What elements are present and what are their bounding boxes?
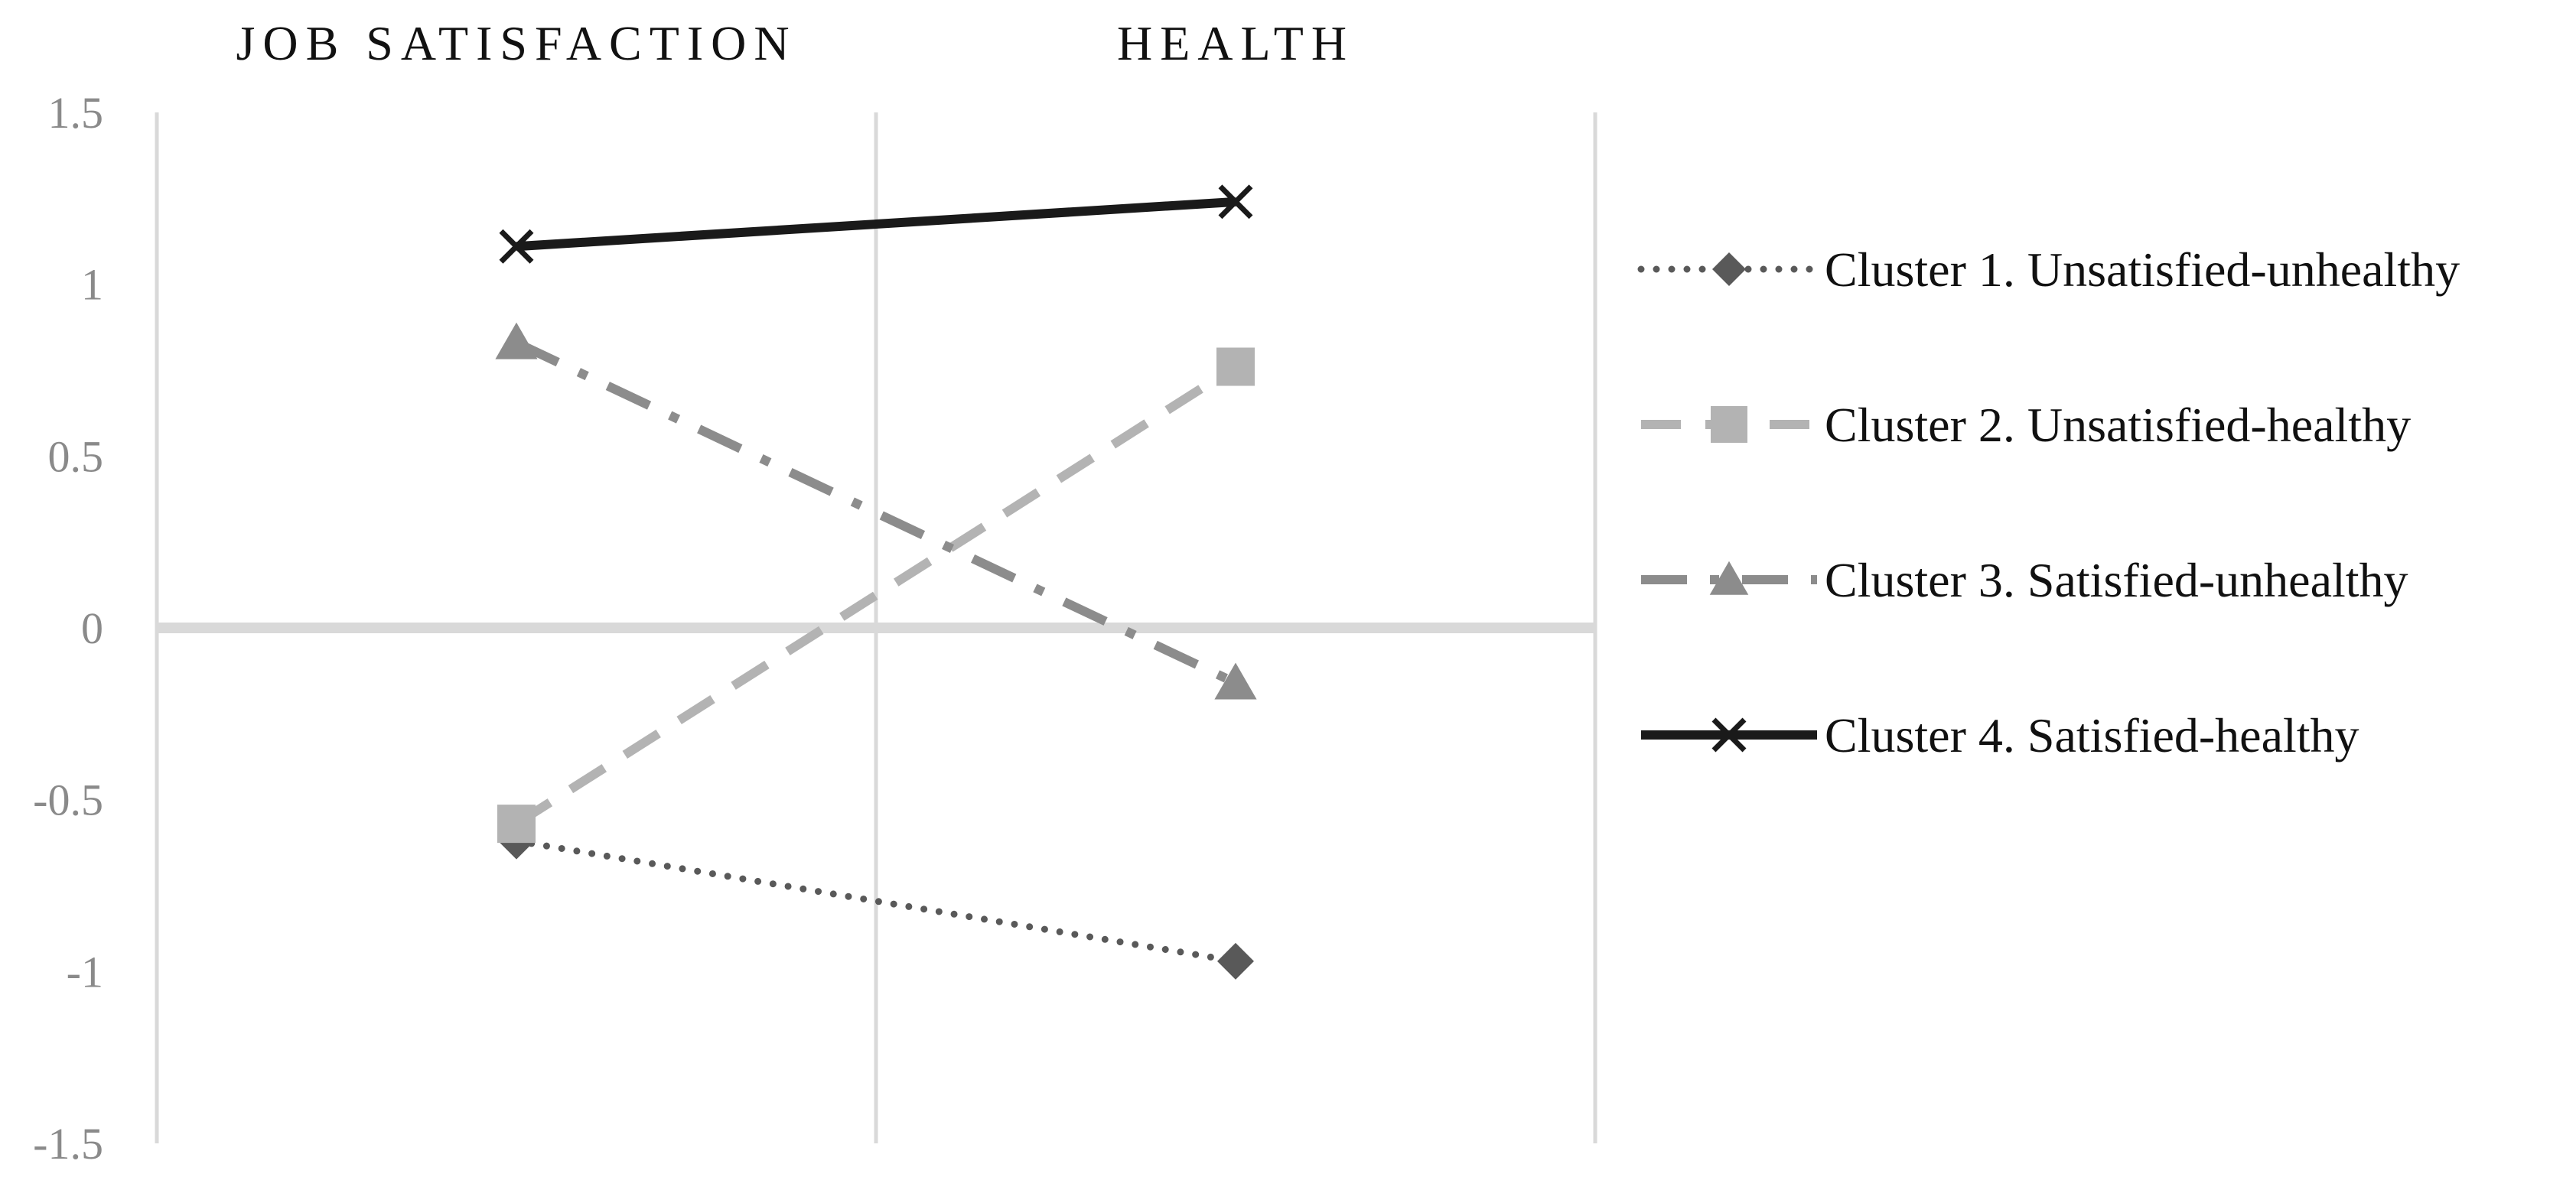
category-label: JOB SATISFACTION: [236, 16, 796, 70]
legend-label: Cluster 1. Unsatisfied-unhealthy: [1825, 242, 2460, 297]
legend-item: Cluster 4. Satisfied-healthy: [1641, 708, 2359, 762]
series-2: [497, 347, 1255, 844]
data-point-x-cross-icon: [499, 229, 534, 264]
data-point-triangle-icon: [495, 322, 538, 359]
diamond-icon: [1712, 252, 1746, 286]
chart-gridlines: [155, 112, 1597, 1143]
data-point-triangle-icon: [1214, 662, 1257, 700]
legend-item: Cluster 1. Unsatisfied-unhealthy: [1637, 242, 2460, 297]
y-tick-label: -0.5: [33, 775, 103, 825]
y-tick-label: 1.5: [48, 88, 104, 138]
category-label: HEALTH: [1117, 16, 1354, 70]
y-tick-label: 1: [81, 260, 103, 310]
legend-label: Cluster 2. Unsatisfied-healthy: [1825, 398, 2411, 452]
y-tick-label: 0: [81, 603, 103, 653]
legend-label: Cluster 3. Satisfied-unhealthy: [1825, 553, 2408, 607]
series-line: [514, 338, 1238, 688]
series-line: [516, 197, 1236, 252]
y-tick-label: -1: [67, 947, 103, 997]
chart-series: [495, 184, 1257, 980]
series-4: [499, 184, 1253, 264]
chart-legend: Cluster 1. Unsatisfied-unhealthy Cluster …: [1637, 242, 2460, 762]
y-axis-tick-labels: 1.5 1 0.5 0 -0.5 -1 -1.5: [33, 88, 103, 1169]
square-icon: [1711, 406, 1747, 443]
series-line: [513, 363, 1239, 828]
legend-item: Cluster 2. Unsatisfied-healthy: [1641, 398, 2411, 452]
series-line: [513, 837, 1239, 965]
data-point-square-icon: [497, 805, 536, 844]
category-labels: JOB SATISFACTION HEALTH: [236, 16, 1354, 70]
data-point-square-icon: [1216, 347, 1255, 386]
y-tick-label: 0.5: [48, 431, 104, 481]
legend-item: Cluster 3. Satisfied-unhealthy: [1641, 553, 2408, 607]
triangle-icon: [1709, 561, 1749, 595]
legend-label: Cluster 4. Satisfied-healthy: [1825, 708, 2359, 762]
x-cross-icon: [1711, 717, 1747, 753]
y-tick-label: -1.5: [33, 1119, 103, 1169]
data-point-x-cross-icon: [1218, 184, 1253, 219]
series-3: [495, 322, 1257, 700]
data-point-diamond-icon: [1217, 942, 1254, 980]
